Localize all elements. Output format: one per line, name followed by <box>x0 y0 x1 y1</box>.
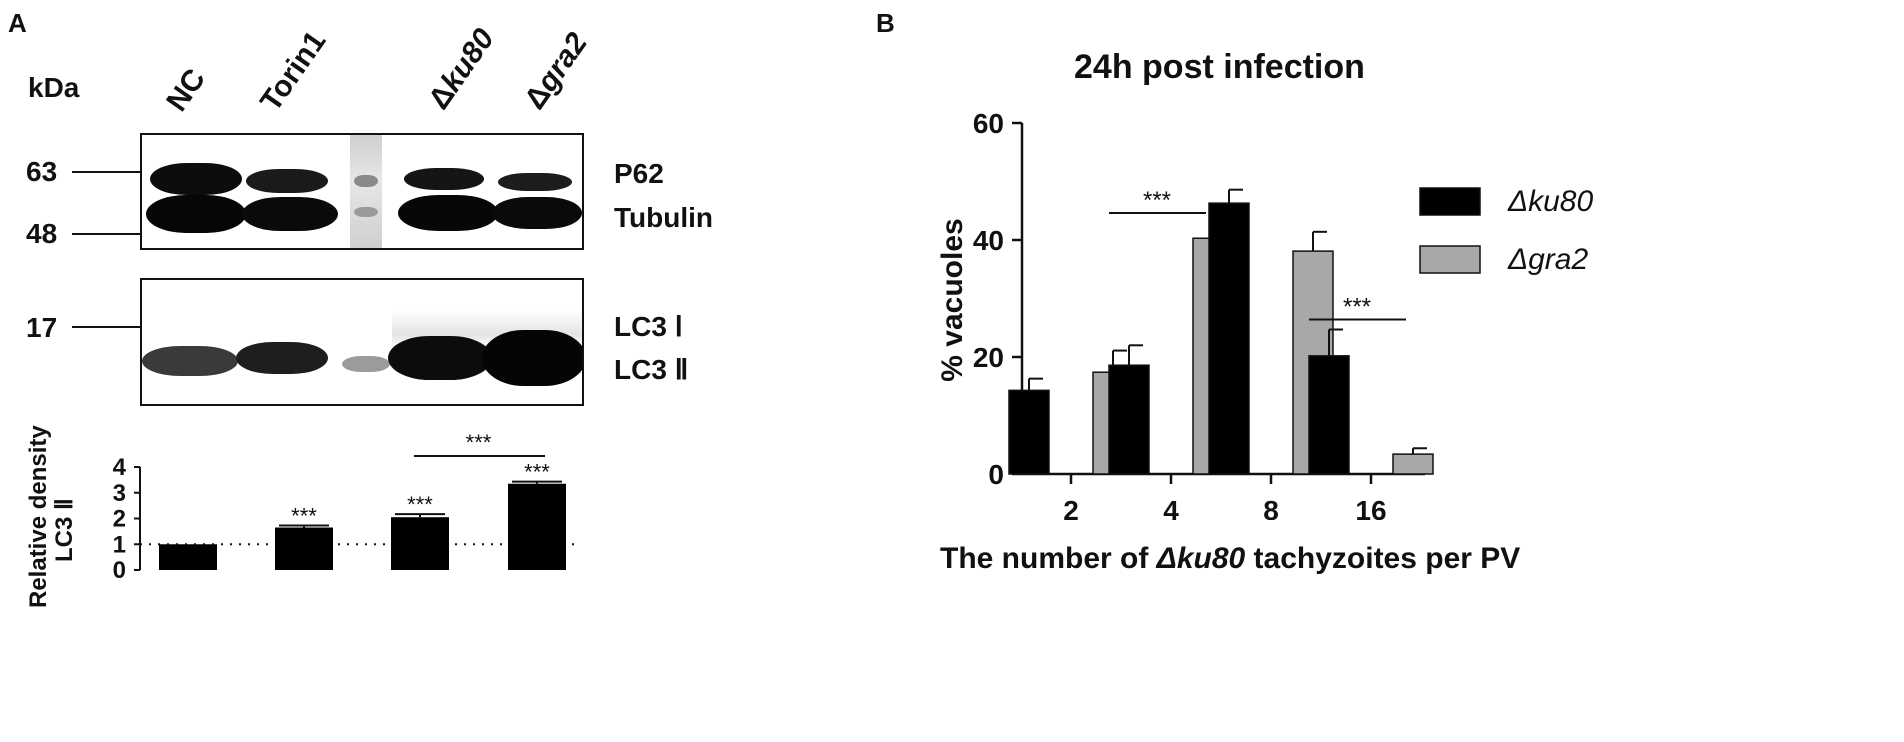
lane-label-torin1: Torin1 <box>254 25 333 118</box>
y-tick-label: 60 <box>973 108 1004 139</box>
x-tick-label: 2 <box>1063 495 1079 520</box>
lane-label-nc: NC <box>160 62 213 118</box>
bar-4-series-0 <box>1108 364 1150 475</box>
marker-17-line <box>72 326 140 328</box>
band-tubulin-ku80 <box>398 195 498 231</box>
bar-2-series-0 <box>1008 389 1050 475</box>
chart-b-title: 24h post infection <box>1074 48 1365 86</box>
kda-label: kDa <box>28 72 80 103</box>
band-tubulin-torin1 <box>242 197 338 231</box>
significance-label: *** <box>407 492 433 517</box>
band-ladder-top <box>354 175 378 187</box>
x-tick-label: 8 <box>1263 495 1279 520</box>
panel-a-letter: A <box>8 8 27 38</box>
band-label-lc3-ii: LC3 Ⅱ <box>614 354 689 385</box>
bar-Δku80 <box>391 517 449 570</box>
x-tick-label: 16 <box>1355 495 1386 520</box>
band-lc3-ii-ladder <box>342 356 390 372</box>
band-p62-nc <box>150 163 242 195</box>
y-axis-label: % vacuoles <box>936 218 969 381</box>
significance-label: *** <box>1343 294 1371 321</box>
band-lc3-ii-torin1 <box>236 342 328 374</box>
bar-Δgra2 <box>508 483 566 570</box>
bar-NC <box>159 544 217 570</box>
y-axis-label-line: Relative density <box>25 425 52 608</box>
band-tubulin-nc <box>146 195 246 233</box>
y-tick-label: 0 <box>113 557 126 584</box>
y-tick-label: 40 <box>973 225 1004 256</box>
western-blot-p62-tubulin <box>140 133 584 250</box>
bar-Torin1 <box>275 527 333 570</box>
y-tick-label: 20 <box>973 342 1004 373</box>
legend-label: Δgra2 <box>1507 243 1588 276</box>
bar-16-series-0 <box>1308 355 1350 475</box>
band-ladder-mid <box>354 207 378 217</box>
band-label-lc3-i: LC3 Ⅰ <box>614 311 683 342</box>
band-p62-ku80 <box>404 168 484 190</box>
band-lc3-ii-ku80 <box>388 336 492 380</box>
band-lc3-ii-nc <box>142 346 238 376</box>
significance-label: *** <box>524 460 550 485</box>
legend-swatch <box>1419 187 1481 216</box>
y-axis-label-line: LC3 Ⅱ <box>51 498 78 562</box>
y-tick-label: 4 <box>113 454 127 481</box>
x-tick-label: 4 <box>1163 495 1179 520</box>
lane-label-gra2: Δgra2 <box>518 26 594 116</box>
bracket-label: *** <box>466 430 492 455</box>
band-tubulin-gra2 <box>492 197 582 229</box>
chart-b-xlabel: The number of Δku80 tachyzoites per PV <box>940 542 1521 575</box>
marker-48: 48 <box>26 218 58 249</box>
marker-63: 63 <box>26 156 58 187</box>
band-lc3-ii-gra2 <box>482 330 582 386</box>
band-p62-torin1 <box>246 169 328 193</box>
western-blot-lc3 <box>140 278 584 406</box>
marker-17: 17 <box>26 312 58 343</box>
legend-swatch <box>1419 245 1481 274</box>
lane-label-ku80: Δku80 <box>422 22 501 116</box>
marker-48-line <box>72 233 140 235</box>
y-tick-label: 1 <box>113 531 126 558</box>
band-label-p62: P62 <box>614 158 664 189</box>
y-tick-label: 3 <box>113 480 126 507</box>
bar-8-series-0 <box>1208 202 1250 475</box>
bar-16-series-1 <box>1392 453 1434 475</box>
legend-label: Δku80 <box>1507 185 1593 218</box>
y-axis-label: Relative densityLC3 Ⅱ <box>25 425 78 608</box>
panel-b-letter: B <box>876 8 895 38</box>
band-p62-gra2 <box>498 173 572 191</box>
y-tick-label: 2 <box>113 506 126 533</box>
ladder-lane <box>350 135 382 248</box>
band-label-tubulin: Tubulin <box>614 202 713 233</box>
significance-label: *** <box>1143 187 1171 214</box>
marker-63-line <box>72 171 140 173</box>
significance-label: *** <box>291 503 317 528</box>
vacuoles-chart: 0 20 40 60 % vacuoles 2 4 8 16 *** *** Δku80 Δgra2 <box>936 108 1593 520</box>
y-tick-label: 0 <box>988 459 1004 490</box>
